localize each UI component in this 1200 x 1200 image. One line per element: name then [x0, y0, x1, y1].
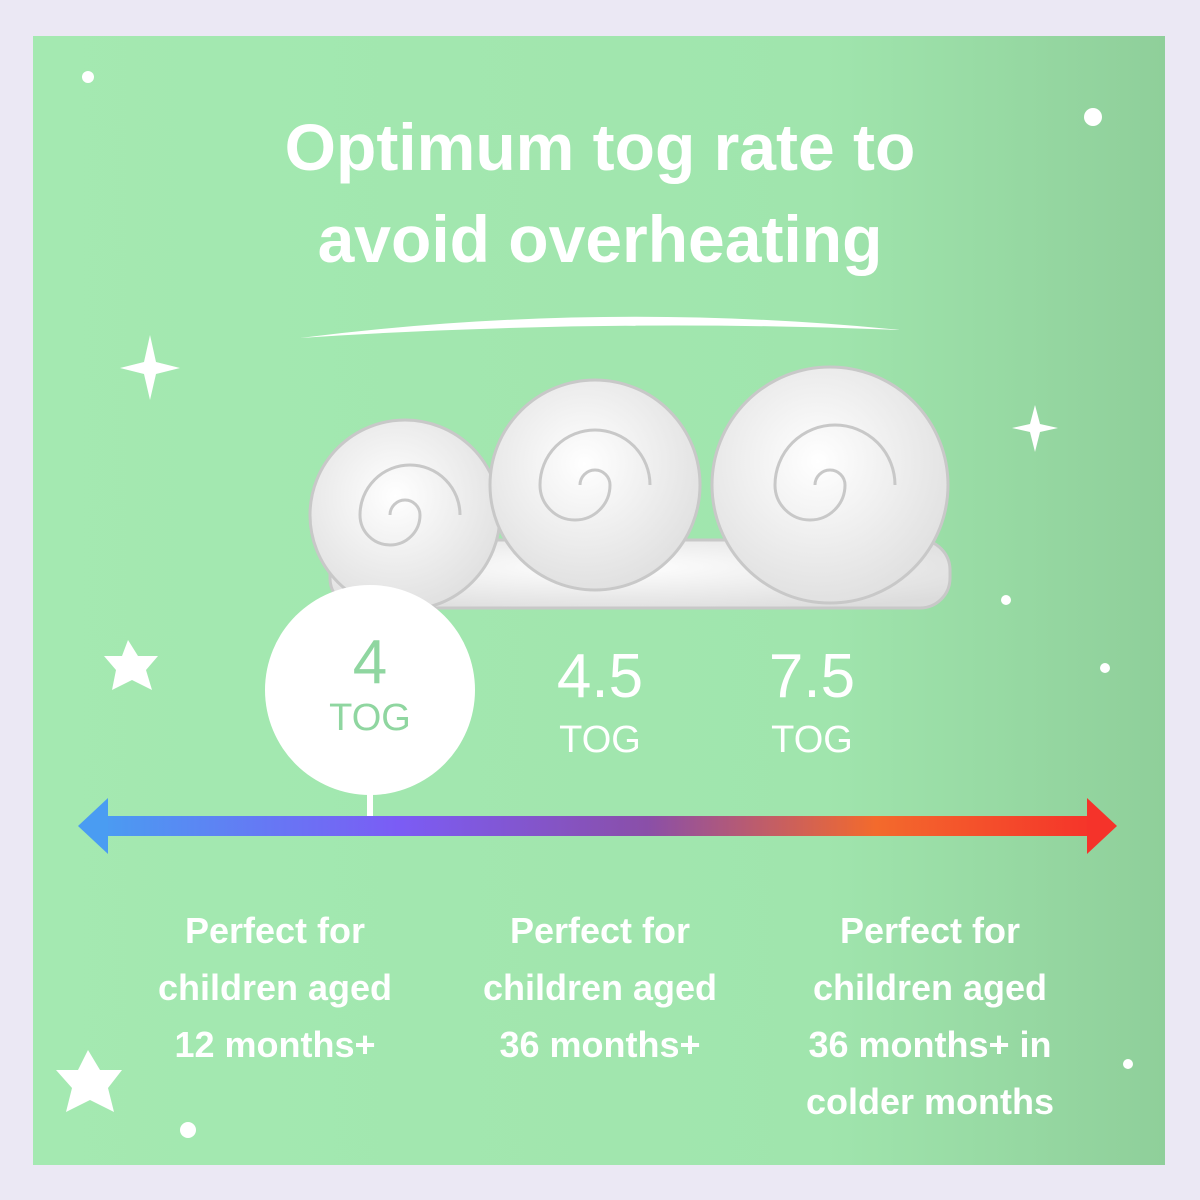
description-line: 36 months+ in: [808, 1024, 1051, 1065]
description-line: children aged: [158, 967, 392, 1008]
description-line: Perfect for: [510, 910, 690, 951]
pointer: [367, 790, 373, 820]
description-line: colder months: [806, 1081, 1054, 1122]
tog-unit: TOG: [329, 697, 411, 739]
description-line: 36 months+: [499, 1024, 700, 1065]
duvet-rolls: [308, 365, 952, 612]
description-line: Perfect for: [185, 910, 365, 951]
tog-value: 4: [353, 628, 387, 697]
tog-unit: TOG: [559, 719, 641, 761]
highlight-circle: [265, 585, 475, 795]
title-line: avoid overheating: [318, 202, 883, 276]
tog-value: 4.5: [557, 642, 643, 711]
description-line: Perfect for: [840, 910, 1020, 951]
description-line: 12 months+: [174, 1024, 375, 1065]
decorations: [56, 71, 1133, 1138]
tog-value: 7.5: [769, 642, 855, 711]
title-line: Optimum tog rate to: [285, 110, 916, 184]
tog-scale: [78, 798, 1117, 854]
description-line: children aged: [483, 967, 717, 1008]
title: Optimum tog rate to avoid overheating: [285, 110, 916, 276]
tog-unit: TOG: [771, 719, 853, 761]
description-line: children aged: [813, 967, 1047, 1008]
